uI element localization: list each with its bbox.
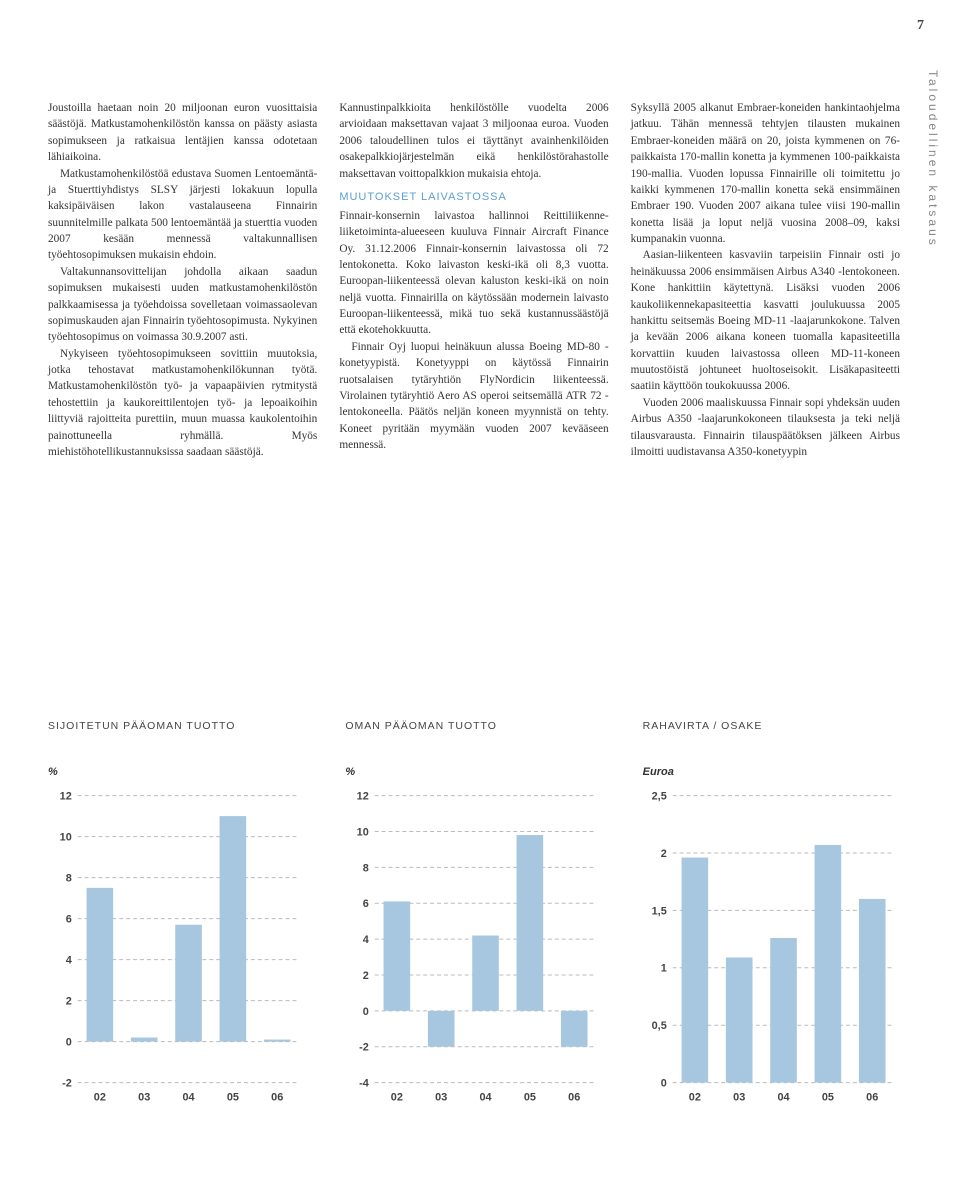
svg-text:1,5: 1,5 xyxy=(651,905,666,917)
chart-title: SIJOITETUN PÄÄOMAN TUOTTO xyxy=(48,720,305,732)
paragraph: Finnair-konsernin laivastoa hallinnoi Re… xyxy=(339,208,608,339)
svg-text:10: 10 xyxy=(60,832,72,844)
svg-text:03: 03 xyxy=(138,1091,150,1103)
svg-text:-2: -2 xyxy=(62,1078,72,1090)
svg-text:-2: -2 xyxy=(359,1042,369,1054)
column-3: Syksyllä 2005 alkanut Embraer-koneiden h… xyxy=(631,100,900,460)
svg-text:06: 06 xyxy=(271,1091,283,1103)
svg-text:4: 4 xyxy=(363,934,369,946)
svg-text:0,5: 0,5 xyxy=(651,1020,666,1032)
svg-text:2: 2 xyxy=(363,970,369,982)
section-heading: MUUTOKSET LAIVASTOSSA xyxy=(339,190,608,206)
body-text-columns: Joustoilla haetaan noin 20 miljoonan eur… xyxy=(48,100,900,460)
svg-text:2: 2 xyxy=(660,848,666,860)
paragraph: Nykyiseen työehtosopimukseen sovittiin m… xyxy=(48,346,317,461)
paragraph: Aasian-liikenteen kasvaviin tarpeisiin F… xyxy=(631,247,900,394)
svg-text:6: 6 xyxy=(66,914,72,926)
paragraph: Matkustamohenkilöstöä edustava Suomen Le… xyxy=(48,166,317,264)
paragraph: Joustoilla haetaan noin 20 miljoonan eur… xyxy=(48,100,317,166)
paragraph: Valtakunnansovittelijan johdolla aikaan … xyxy=(48,264,317,346)
chart-svg: -20246810120203040506 xyxy=(48,788,305,1108)
chart-title: RAHAVIRTA / OSAKE xyxy=(643,720,900,732)
svg-text:02: 02 xyxy=(688,1091,700,1103)
section-label: Taloudellinen katsaus xyxy=(926,70,940,248)
svg-text:0: 0 xyxy=(66,1037,72,1049)
column-1: Joustoilla haetaan noin 20 miljoonan eur… xyxy=(48,100,317,460)
chart-svg: -4-20246810120203040506 xyxy=(345,788,602,1108)
svg-text:05: 05 xyxy=(524,1091,536,1103)
column-2: Kannustinpalkkioita henkilöstölle vuodel… xyxy=(339,100,608,460)
chart-3: RAHAVIRTA / OSAKE Euroa 0 0,5 1 1,5 2 2,5 02 03… xyxy=(643,720,900,1113)
page-number: 7 xyxy=(917,18,924,34)
svg-text:4: 4 xyxy=(66,955,72,967)
svg-text:-4: -4 xyxy=(359,1078,369,1090)
paragraph: Kannustinpalkkioita henkilöstölle vuodel… xyxy=(339,100,608,182)
svg-text:12: 12 xyxy=(357,791,369,803)
svg-text:2,5: 2,5 xyxy=(651,791,666,803)
chart-2: OMAN PÄÄOMAN TUOTTO % -4-202468101202030… xyxy=(345,720,602,1113)
svg-text:8: 8 xyxy=(363,862,369,874)
svg-text:03: 03 xyxy=(435,1091,447,1103)
svg-text:10: 10 xyxy=(357,826,369,838)
svg-text:02: 02 xyxy=(94,1091,106,1103)
chart-1: SIJOITETUN PÄÄOMAN TUOTTO % -20246810120… xyxy=(48,720,305,1113)
paragraph: Vuoden 2006 maaliskuussa Finnair sopi yh… xyxy=(631,395,900,461)
chart-title: OMAN PÄÄOMAN TUOTTO xyxy=(345,720,602,732)
svg-text:1: 1 xyxy=(660,963,666,975)
chart-svg: 0 0,5 1 1,5 2 2,5 02 03 04 05 06 xyxy=(643,788,900,1108)
svg-text:02: 02 xyxy=(391,1091,403,1103)
svg-text:04: 04 xyxy=(777,1091,789,1103)
paragraph: Finnair Oyj luopui heinäkuun alussa Boei… xyxy=(339,339,608,454)
svg-text:12: 12 xyxy=(60,791,72,803)
chart-unit: % xyxy=(48,766,305,778)
svg-text:05: 05 xyxy=(821,1091,833,1103)
svg-text:0: 0 xyxy=(660,1078,666,1090)
svg-text:04: 04 xyxy=(480,1091,492,1103)
svg-text:2: 2 xyxy=(66,996,72,1008)
chart-unit: Euroa xyxy=(643,766,900,778)
svg-text:6: 6 xyxy=(363,898,369,910)
chart-unit: % xyxy=(345,766,602,778)
charts-row: SIJOITETUN PÄÄOMAN TUOTTO % -20246810120… xyxy=(48,720,900,1113)
svg-text:03: 03 xyxy=(733,1091,745,1103)
svg-text:05: 05 xyxy=(227,1091,239,1103)
svg-text:06: 06 xyxy=(568,1091,580,1103)
svg-text:0: 0 xyxy=(363,1006,369,1018)
svg-text:04: 04 xyxy=(182,1091,194,1103)
svg-text:8: 8 xyxy=(66,873,72,885)
svg-text:06: 06 xyxy=(866,1091,878,1103)
paragraph: Syksyllä 2005 alkanut Embraer-koneiden h… xyxy=(631,100,900,247)
